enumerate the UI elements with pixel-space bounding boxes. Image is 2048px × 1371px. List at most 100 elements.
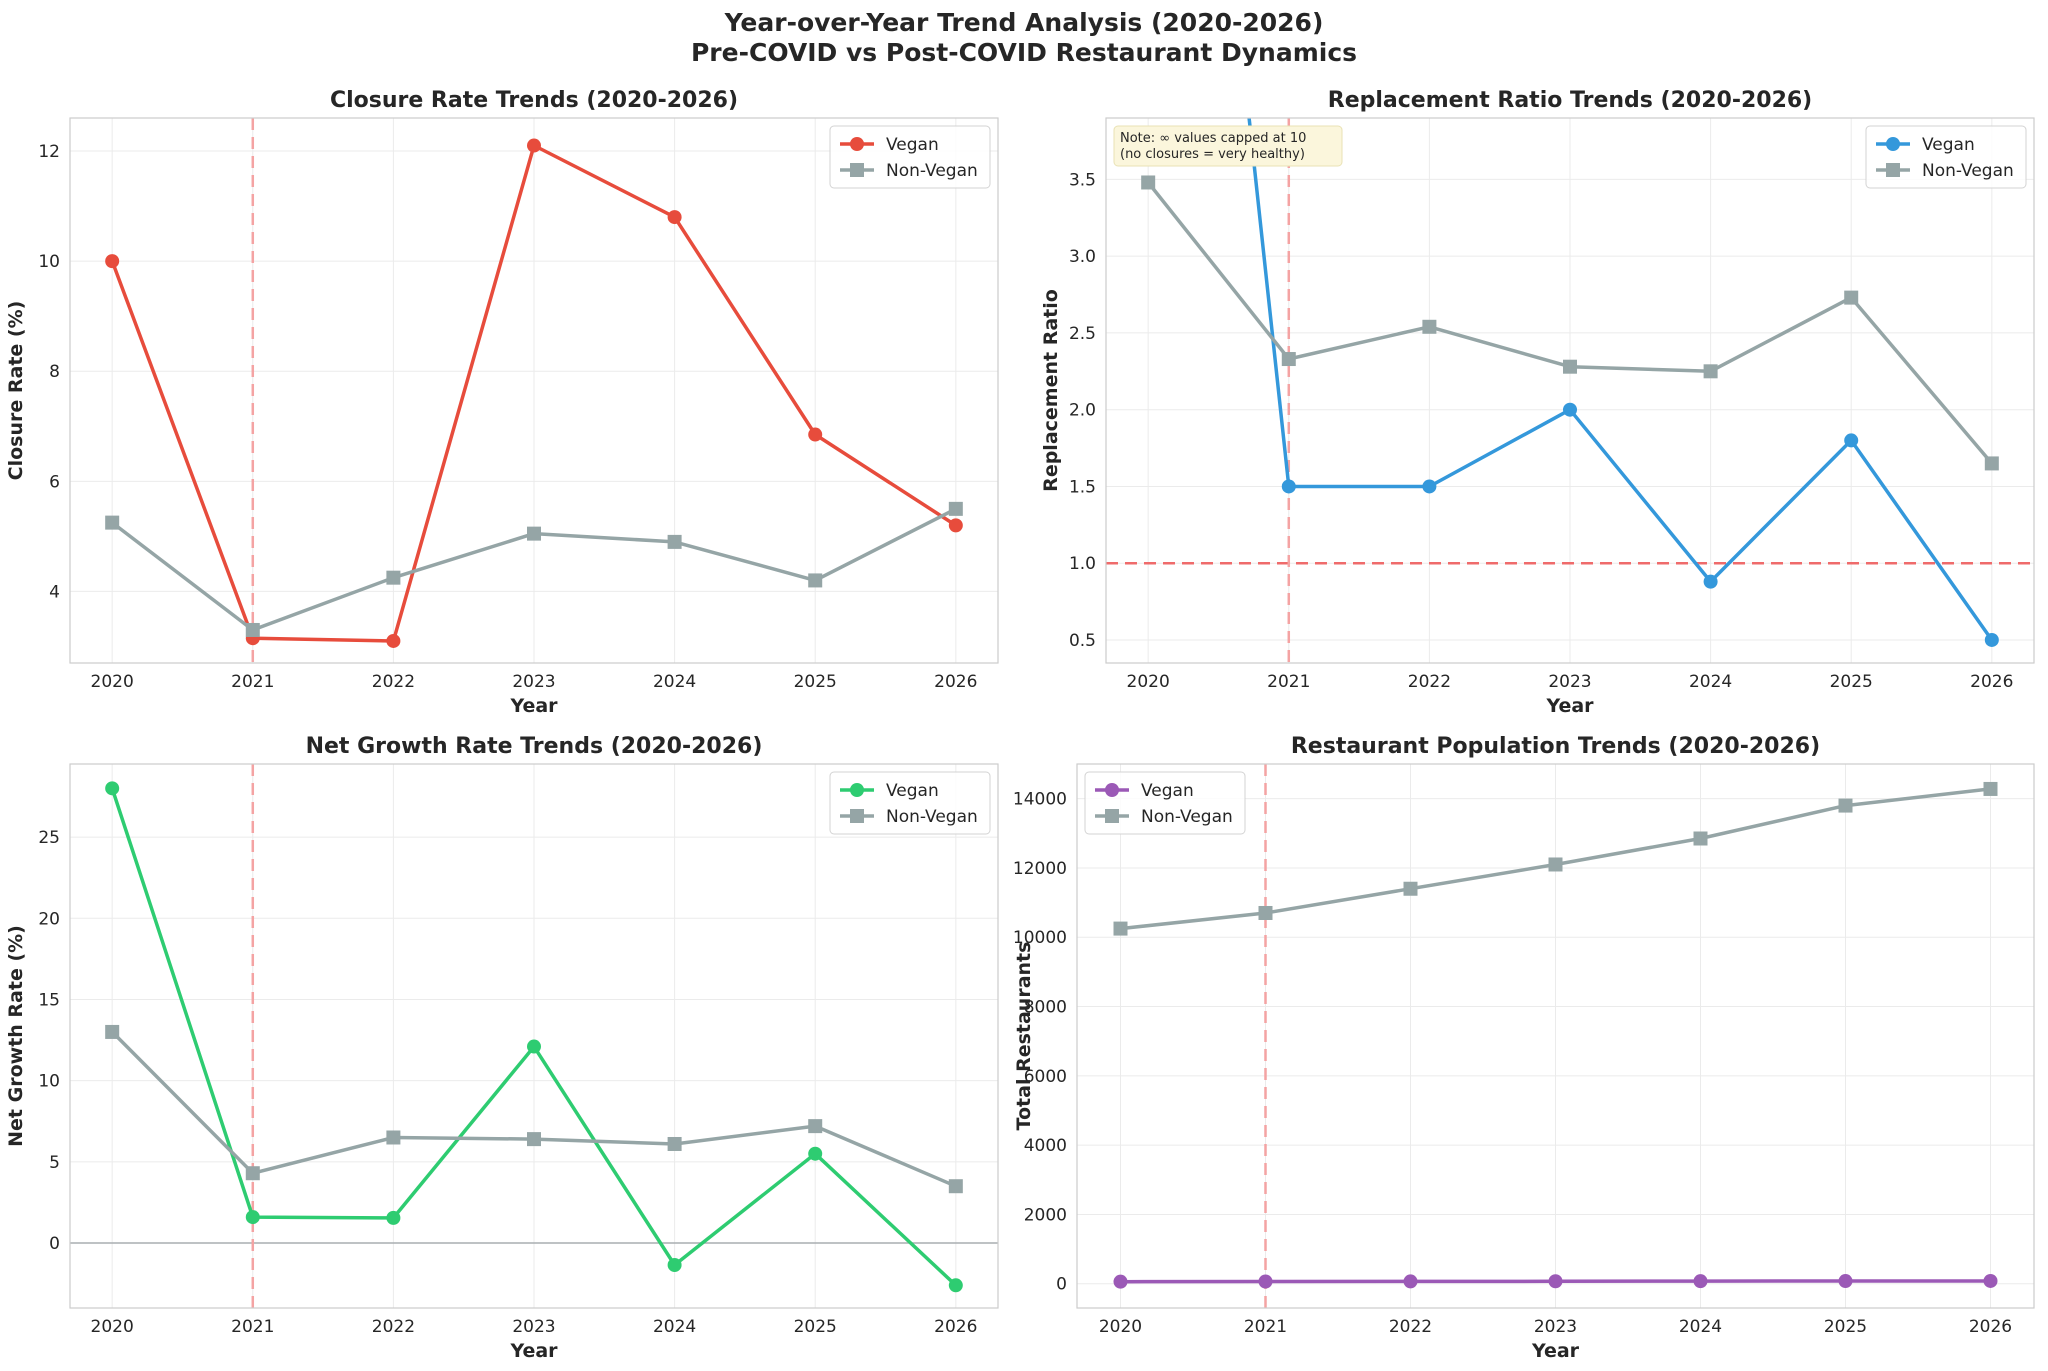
- non-vegan-point: [527, 526, 541, 541]
- plot-frame: [69, 117, 999, 664]
- non-vegan-point: [1703, 364, 1718, 379]
- non-vegan-point: [1844, 290, 1859, 305]
- figure-title-line-1: Year-over-Year Trend Analysis (2020-2026…: [724, 8, 1324, 37]
- x-tick-label: 2022: [372, 1317, 415, 1337]
- non-vegan-point: [1281, 352, 1296, 367]
- legend-box: [829, 125, 991, 189]
- x-tick-label: 2023: [1534, 1317, 1577, 1337]
- legend-box: [1865, 125, 2027, 189]
- non-vegan-point: [1693, 831, 1708, 846]
- x-axis-label: Year: [509, 1340, 558, 1362]
- non-vegan-point: [1141, 175, 1156, 190]
- note-line-2: (no closures = very healthy): [1120, 147, 1305, 162]
- y-tick-label: 3.5: [1069, 170, 1096, 190]
- legend: Vegan Non-Vegan: [829, 771, 991, 835]
- note-box: [1113, 125, 1343, 167]
- non-vegan-point: [1422, 319, 1437, 334]
- non-vegan-point: [386, 1130, 401, 1145]
- x-tick-label: 2021: [231, 1317, 274, 1337]
- legend-vegan-label: Vegan: [1141, 781, 1194, 801]
- vegan-point: [1984, 632, 1999, 647]
- y-tick-label: 10: [38, 252, 60, 272]
- non-vegan-point: [1563, 359, 1577, 374]
- x-tick-label: 2026: [934, 672, 977, 692]
- non-vegan-point: [386, 570, 401, 585]
- legend-non-vegan-marker: [1105, 809, 1119, 823]
- vegan-point: [667, 210, 682, 225]
- y-tick-label: 12: [38, 142, 60, 162]
- vegan-point: [1113, 1274, 1128, 1289]
- x-tick-label: 2020: [1099, 1317, 1142, 1337]
- vegan-point: [105, 254, 120, 269]
- vegan-point: [1422, 479, 1437, 494]
- x-tick-label: 2024: [653, 672, 696, 692]
- y-tick-label: 6000: [1024, 1067, 1067, 1087]
- y-tick-label: 15: [38, 990, 60, 1010]
- y-tick-label: 8000: [1024, 998, 1067, 1018]
- non-vegan-point: [1258, 905, 1273, 920]
- y-tick-label: 14000: [1013, 790, 1067, 810]
- legend-vegan-marker: [850, 137, 864, 151]
- legend-non-vegan-label: Non-Vegan: [886, 807, 978, 827]
- x-axis-label: Year: [509, 695, 558, 717]
- non-vegan-point: [667, 1136, 682, 1151]
- y-tick-label: 3.0: [1069, 247, 1096, 267]
- x-tick-label: 2022: [372, 672, 415, 692]
- vegan-point: [245, 1210, 260, 1225]
- non-vegan-point: [1838, 798, 1853, 813]
- vegan-point: [527, 1039, 541, 1054]
- panel-title: Restaurant Population Trends (2020-2026): [1291, 734, 1820, 759]
- legend-box: [1084, 771, 1246, 835]
- legend: Vegan Non-Vegan: [829, 125, 991, 189]
- non-vegan-point: [527, 1132, 541, 1147]
- series-layer: [1141, 118, 1999, 647]
- x-tick-label: 2026: [1970, 672, 2013, 692]
- legend: Vegan Non-Vegan: [1865, 125, 2027, 189]
- legend-non-vegan-label: Non-Vegan: [1141, 807, 1233, 827]
- x-tick-label: 2020: [91, 1317, 134, 1337]
- vegan-point: [105, 781, 120, 796]
- legend: Vegan Non-Vegan: [1084, 771, 1246, 835]
- vegan-point: [808, 1146, 823, 1161]
- y-tick-label: 0: [1056, 1275, 1067, 1295]
- y-tick-label: 6: [49, 472, 60, 492]
- y-tick-label: 8: [49, 362, 60, 382]
- y-tick-label: 2000: [1024, 1205, 1067, 1225]
- y-tick-label: 2.5: [1069, 324, 1096, 344]
- vegan-point: [527, 138, 541, 153]
- non-vegan-point: [667, 534, 682, 549]
- x-axis-label: Year: [1531, 1340, 1580, 1362]
- vegan-point: [1703, 574, 1718, 589]
- x-tick-label: 2021: [1244, 1317, 1287, 1337]
- y-tick-label: 10: [38, 1072, 60, 1092]
- non-vegan-point: [808, 573, 823, 588]
- x-tick-label: 2024: [1689, 672, 1732, 692]
- y-axis-label: Closure Rate (%): [5, 301, 27, 481]
- x-tick-label: 2020: [1127, 672, 1170, 692]
- non-vegan-point: [1548, 857, 1563, 872]
- non-vegan-point: [1984, 456, 1999, 471]
- net-growth-rate-panel: 2020 2021 2022 2023 2024 2025 20260510152025Ne…: [5, 734, 999, 1362]
- panel-title: Replacement Ratio Trends (2020-2026): [1328, 88, 1812, 113]
- y-tick-label: 5: [49, 1153, 60, 1173]
- vegan-point: [1258, 1274, 1273, 1289]
- y-tick-label: 4: [49, 582, 60, 602]
- vegan-point: [386, 633, 401, 648]
- y-tick-label: 4000: [1024, 1136, 1067, 1156]
- series-layer: [105, 138, 963, 648]
- y-axis-label: Replacement Ratio: [1040, 289, 1062, 492]
- legend-non-vegan-marker: [850, 809, 864, 823]
- x-tick-label: 2022: [1389, 1317, 1432, 1337]
- x-tick-label: 2025: [794, 672, 837, 692]
- x-tick-label: 2024: [653, 1317, 696, 1337]
- plot-frame: [69, 763, 999, 1309]
- note-line-1: Note: ∞ values capped at 10: [1120, 131, 1306, 146]
- y-tick-label: 0: [49, 1234, 60, 1254]
- vegan-point: [1983, 1273, 1998, 1288]
- x-tick-label: 2025: [1824, 1317, 1867, 1337]
- panel-title: Closure Rate Trends (2020-2026): [330, 88, 738, 113]
- vegan-point: [386, 1210, 401, 1225]
- legend-vegan-marker: [850, 783, 864, 797]
- x-tick-label: 2023: [512, 1317, 555, 1337]
